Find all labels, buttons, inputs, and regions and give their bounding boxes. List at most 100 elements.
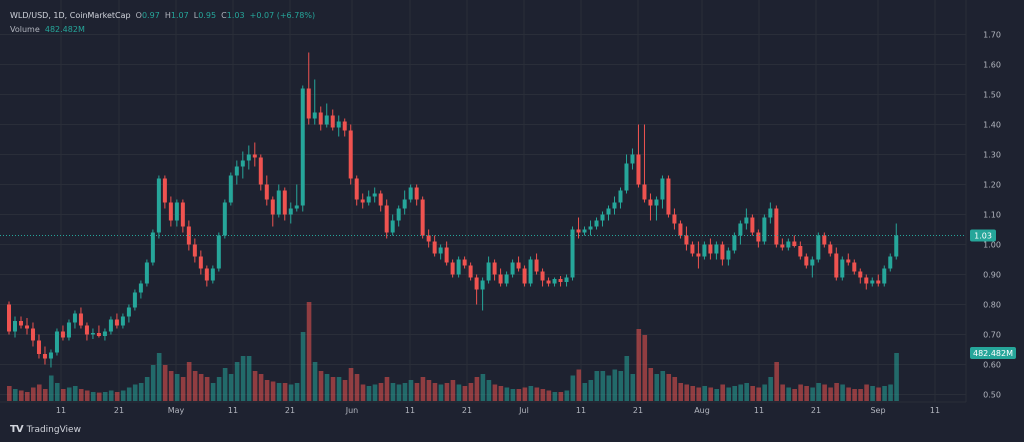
- candle-body: [696, 253, 701, 257]
- volume-bar: [84, 390, 90, 401]
- candle-body: [108, 319, 113, 332]
- candle-body: [612, 202, 617, 209]
- candle-body: [480, 280, 485, 290]
- candle-body: [162, 178, 167, 203]
- candle-body: [54, 331, 59, 353]
- y-tick-label: 1.60: [983, 61, 1001, 70]
- candle: [54, 328, 59, 356]
- candle: [876, 274, 881, 287]
- volume-bar: [420, 377, 426, 401]
- candle-body: [858, 271, 863, 278]
- candle-body: [168, 202, 173, 221]
- volume-bar: [852, 389, 857, 401]
- candle-body: [78, 313, 83, 326]
- candle-body: [90, 333, 95, 335]
- volume-bar: [12, 389, 18, 401]
- y-tick-label: 0.50: [983, 391, 1001, 400]
- candle-body: [798, 246, 803, 257]
- candle-body: [456, 259, 461, 275]
- candle: [660, 175, 665, 209]
- volume-bar: [30, 387, 36, 401]
- candle: [894, 223, 899, 260]
- candle: [618, 187, 623, 209]
- tradingview-brand[interactable]: TV TradingView: [10, 424, 81, 435]
- chart-grid: [0, 0, 967, 403]
- candle: [258, 154, 263, 191]
- candle: [480, 277, 485, 311]
- volume-bar: [780, 384, 785, 401]
- volume-bar: [72, 386, 78, 401]
- candle-body: [282, 190, 287, 215]
- candle-body: [312, 112, 317, 119]
- volume-bar: [816, 383, 821, 401]
- candle-body: [690, 244, 695, 254]
- y-tick-label: 0.70: [983, 331, 1001, 340]
- volume-bar: [672, 377, 678, 401]
- candle: [312, 79, 317, 125]
- candle-body: [138, 283, 143, 293]
- volume-bar: [660, 371, 666, 401]
- candle: [636, 124, 641, 188]
- volume-bar: [102, 392, 108, 401]
- volume-bar: [90, 392, 96, 401]
- price-axis[interactable]: 0.50 0.60 0.70 0.80 0.90 1.00 1.10 1.20 1.30 1.40…: [983, 31, 1001, 400]
- candle-body: [546, 280, 551, 284]
- candle: [696, 241, 701, 269]
- volume-bar: [126, 387, 132, 401]
- volume-bar: [474, 377, 480, 401]
- candle: [456, 256, 461, 278]
- candle: [252, 142, 257, 167]
- candle: [204, 265, 209, 287]
- x-tick-label: 21: [285, 406, 295, 415]
- candle: [756, 229, 761, 248]
- close-value: 1.03: [226, 11, 245, 20]
- volume-bar: [156, 353, 162, 401]
- candle-body: [276, 190, 281, 215]
- candle-body: [528, 259, 533, 284]
- high-label: H: [164, 11, 171, 20]
- volume-bar: [606, 375, 612, 401]
- x-tick-label: 11: [754, 406, 764, 415]
- candle: [768, 202, 773, 224]
- candle: [270, 196, 275, 227]
- x-tick-label: 11: [228, 406, 238, 415]
- volume-bar: [588, 380, 594, 401]
- candle: [360, 193, 365, 209]
- chart-legend: WLD/USD, 1D, CoinMarketCap O0.97 H1.07 L…: [10, 9, 315, 37]
- candle-body: [396, 208, 401, 221]
- candle: [690, 241, 695, 257]
- candle: [7, 301, 11, 335]
- volume-bar: [216, 377, 222, 401]
- volume-bar: [768, 377, 773, 401]
- volume-bar: [42, 389, 48, 401]
- candle: [666, 175, 671, 218]
- candle-body: [822, 235, 827, 245]
- candle: [372, 187, 377, 203]
- last-volume-badge: [970, 347, 1016, 359]
- candle: [732, 232, 737, 254]
- x-tick-label: 11: [576, 406, 586, 415]
- volume-bar: [798, 384, 803, 401]
- candle: [78, 307, 83, 329]
- candle: [762, 214, 767, 245]
- y-tick-label: 0.60: [983, 361, 1001, 370]
- candle-body: [126, 307, 131, 317]
- candle: [162, 175, 167, 209]
- volume-bar: [864, 384, 869, 401]
- candle-body: [444, 247, 449, 263]
- candle-body: [744, 217, 749, 224]
- volume-bar: [180, 377, 186, 401]
- volume-label: Volume: [10, 25, 40, 34]
- candle: [414, 184, 419, 206]
- volume-bar: [444, 383, 450, 401]
- volume-bar: [36, 384, 42, 401]
- candle: [822, 232, 827, 248]
- volume-bar: [684, 384, 690, 401]
- candle: [870, 277, 875, 287]
- x-tick-label: Aug: [694, 406, 710, 415]
- candle: [24, 318, 29, 335]
- candle: [726, 247, 731, 266]
- candle-body: [216, 235, 221, 269]
- candle: [84, 322, 89, 341]
